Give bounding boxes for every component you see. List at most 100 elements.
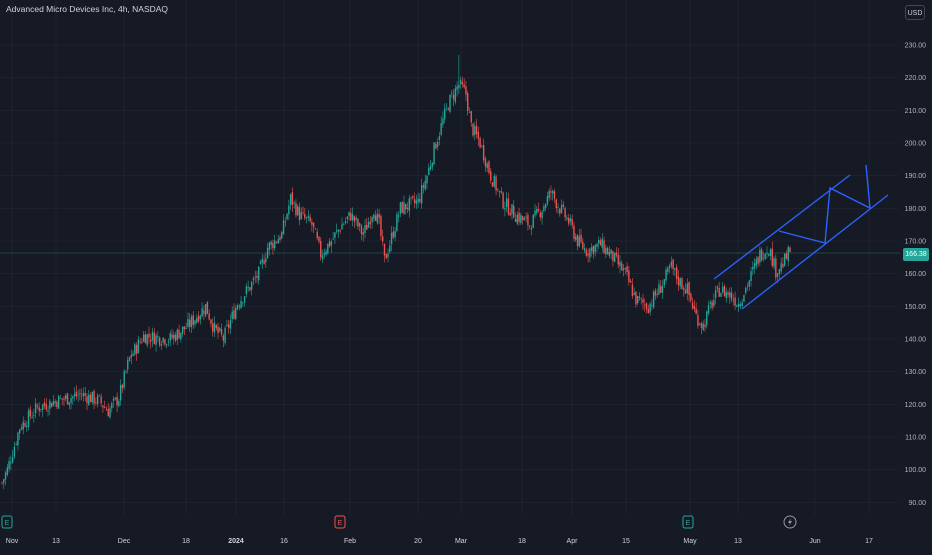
candle-body (26, 426, 28, 428)
candle-body (284, 221, 287, 223)
candle-body (651, 305, 653, 306)
candle-body (426, 175, 428, 184)
candle-body (566, 217, 568, 220)
flash-icon[interactable] (783, 515, 797, 529)
candle-body (266, 247, 269, 259)
candle-body (509, 213, 511, 216)
candle-body (589, 248, 591, 258)
candle-body (323, 253, 325, 255)
candle-body (482, 144, 485, 161)
candle-body (739, 304, 742, 307)
candle-body (590, 247, 593, 251)
candle-body (387, 253, 389, 258)
candle-body (374, 215, 377, 221)
candle-body (128, 356, 131, 361)
candle-body (104, 407, 106, 409)
candle-body (553, 191, 556, 199)
candle-body (750, 271, 752, 282)
candle-body (272, 242, 274, 249)
candle-body (153, 332, 155, 345)
candle-body (84, 393, 86, 396)
candle-body (619, 261, 621, 267)
candle-body (11, 457, 14, 463)
candle-body (768, 254, 770, 256)
candle-body (40, 408, 42, 410)
x-tick-label: 18 (518, 538, 526, 545)
currency-button[interactable]: USD (905, 5, 925, 20)
candle-body (281, 232, 283, 239)
earnings-icon[interactable]: E (334, 515, 346, 529)
candle-body (364, 224, 366, 233)
candle-body (192, 315, 194, 325)
candle-body (167, 341, 170, 343)
candle-body (785, 253, 788, 259)
candle-body (6, 467, 9, 475)
candle-body (139, 341, 141, 343)
candle-body (695, 308, 697, 314)
candle-body (73, 393, 76, 397)
candle-body (433, 142, 435, 165)
channel-upper-line[interactable] (713, 174, 851, 280)
last-price-label: 166.38 (903, 248, 929, 261)
price-axis[interactable]: 90.00 100.00 110.00 120.00 130.00 140.00 150.0… (905, 43, 927, 507)
candle-body (141, 341, 143, 343)
candle-body (700, 323, 703, 328)
candle-body (343, 223, 345, 225)
candle-body (787, 246, 789, 262)
time-axis[interactable]: Nov 13 Dec 18 2024 16 Feb 20 Mar 18 Apr 15 May 13 Jun 1… (6, 538, 873, 545)
candle-body (102, 405, 104, 408)
candle-body (20, 427, 23, 430)
x-tick-label: May (683, 538, 697, 545)
candle-body (346, 216, 349, 219)
y-tick-label: 220.00 (905, 75, 927, 82)
x-tick-label: Mar (455, 538, 468, 545)
candle-body (449, 94, 451, 112)
candle-body (397, 215, 400, 217)
event-markers: E E E (1, 515, 797, 529)
svg-text:E: E (5, 520, 10, 527)
candle-body (704, 324, 706, 328)
candle-body (4, 472, 7, 480)
candle-body (261, 259, 264, 263)
x-tick-label: 20 (414, 538, 422, 545)
candle-body (382, 236, 384, 242)
candle-body (729, 292, 731, 297)
earnings-icon[interactable]: E (682, 515, 694, 529)
candle-body (587, 253, 589, 256)
svg-text:E: E (686, 520, 691, 527)
x-tick-label: 15 (622, 538, 630, 545)
trend-drawings[interactable] (713, 164, 889, 310)
candle-body (633, 293, 635, 295)
candle-body (293, 202, 295, 204)
candle-body (57, 395, 60, 409)
candle-body (773, 258, 775, 267)
candle-body (424, 180, 426, 190)
candle-body (557, 207, 559, 208)
candle-body (727, 292, 729, 295)
candle-body (80, 395, 83, 397)
candle-body (286, 213, 288, 220)
x-tick-label: 17 (865, 538, 873, 545)
candle-body (435, 144, 437, 149)
candle-body (569, 218, 572, 222)
candle-body (158, 337, 161, 345)
candle-body (130, 354, 132, 358)
earnings-icon[interactable]: E (1, 515, 13, 529)
candle-body (392, 231, 395, 238)
candle-body (766, 253, 768, 254)
candle-body (357, 219, 359, 227)
candle-body (783, 253, 786, 266)
candles (1, 54, 791, 490)
candle-body (91, 391, 94, 403)
projection-path[interactable] (778, 164, 871, 244)
candle-body (723, 285, 726, 297)
candle-body (413, 198, 416, 203)
candle-body (702, 323, 704, 330)
candle-body (314, 228, 317, 230)
candle-body (355, 217, 357, 220)
channel-lower-line[interactable] (741, 194, 889, 310)
candle-body (560, 204, 563, 213)
candle-body (29, 409, 32, 417)
